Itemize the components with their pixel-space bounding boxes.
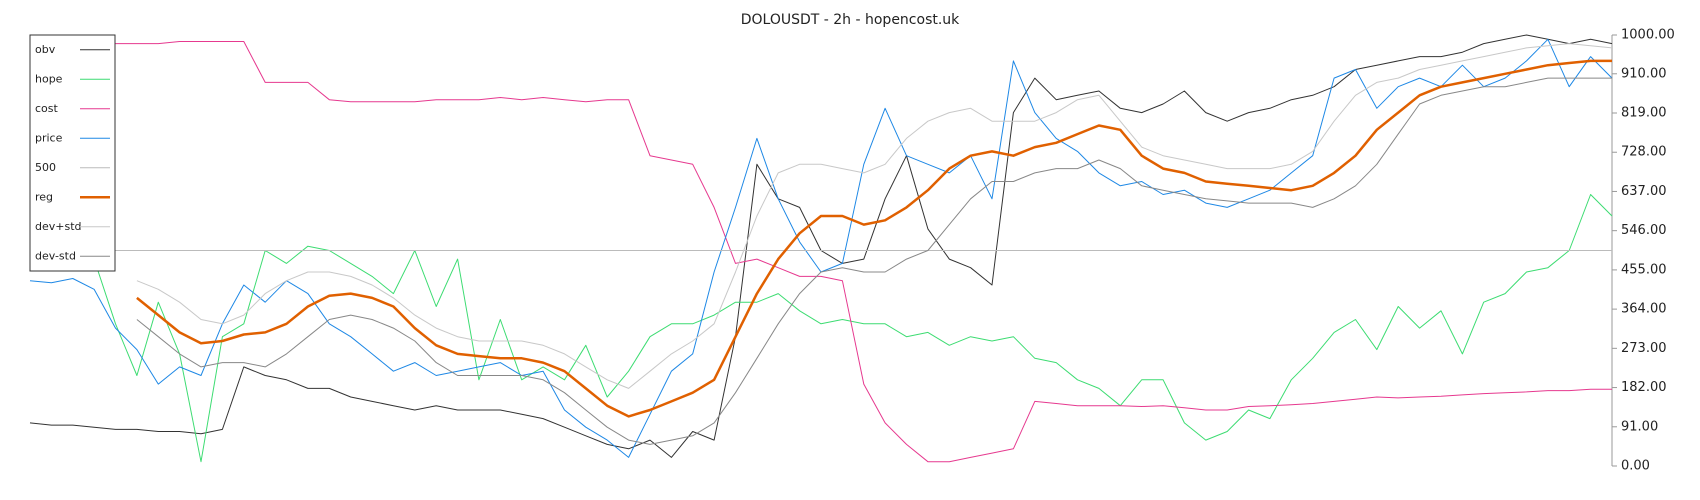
legend-label: dev+std [35,220,82,233]
legend-label: obv [35,43,56,56]
y-tick-label: 728.00 [1621,145,1667,160]
y-tick-label: 455.00 [1621,262,1667,277]
y-tick-label: 1000.00 [1621,28,1675,43]
series-line [93,194,1613,463]
y-tick-label: 273.00 [1621,341,1667,356]
chart-title: DOLOUSDT - 2h - hopencost.uk [741,12,960,28]
y-tick-label: 182.00 [1621,380,1667,395]
series-line [29,34,1613,458]
y-tick-label: 637.00 [1621,184,1667,199]
series-line [136,59,1612,418]
y-tick-label: 0.00 [1621,459,1650,474]
legend-label: dev-std [35,249,76,262]
y-tick-label: 91.00 [1621,419,1658,434]
series-line [136,77,1612,445]
y-tick-label: 364.00 [1621,302,1667,317]
y-tick-label: 819.00 [1621,106,1667,121]
legend: obv hope cost price 500 reg dev+std dev-std [29,34,116,272]
legend-label: hope [35,72,63,85]
series-line [115,41,1612,463]
series-line [136,43,1613,389]
legend-box [29,34,116,272]
legend-label: reg [35,190,53,203]
legend-label: cost [35,102,59,115]
y-tick-label: 910.00 [1621,66,1667,81]
series-line [29,38,1613,458]
legend-label: 500 [35,161,56,174]
legend-label: price [35,131,63,144]
y-tick-label: 546.00 [1621,223,1667,238]
